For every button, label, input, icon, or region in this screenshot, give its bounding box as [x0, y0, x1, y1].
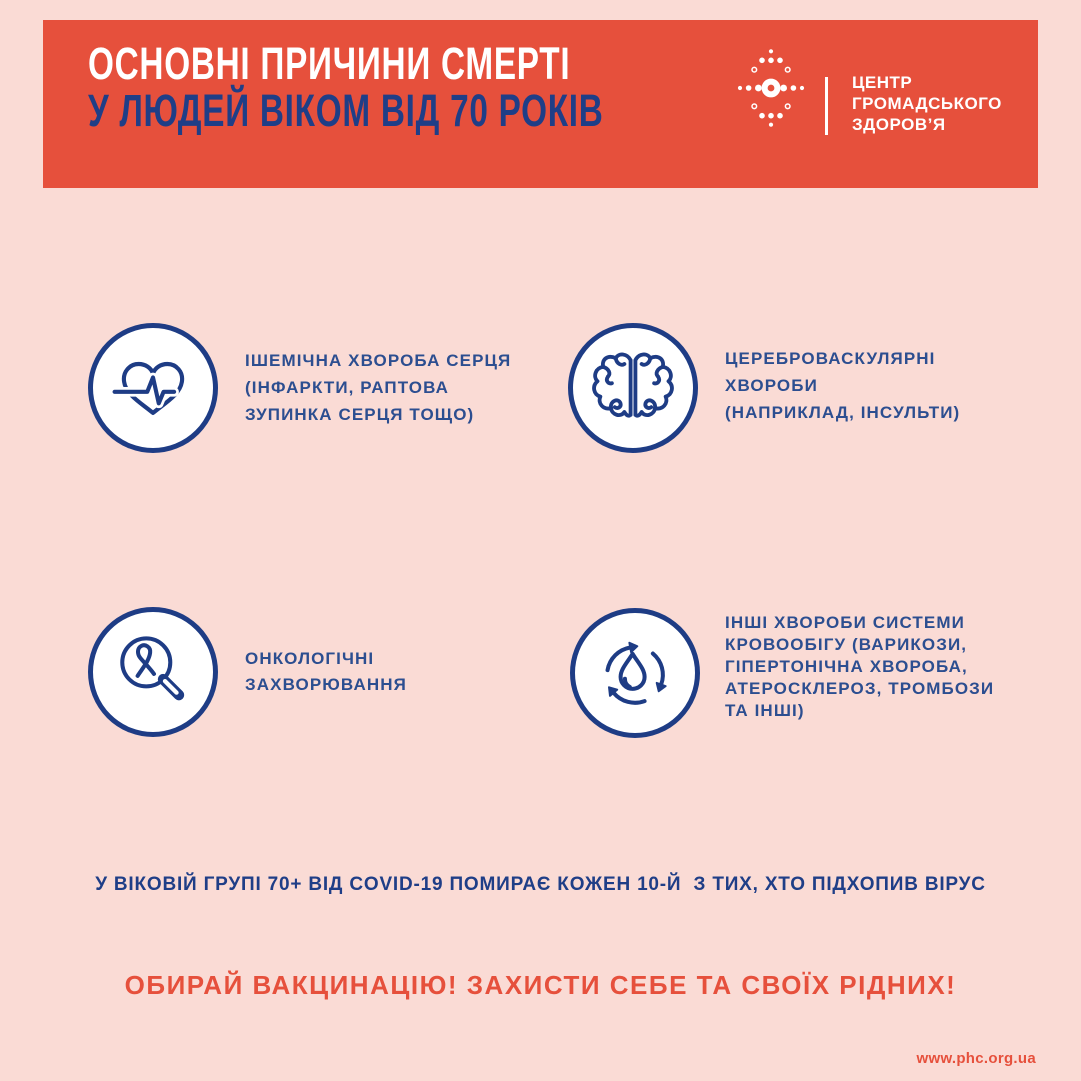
cause-icon-circle-circulation: [570, 608, 700, 738]
cause-label-heart: ІШЕМІЧНА ХВОРОБА СЕРЦЯ (ІНФАРКТИ, РАПТОВ…: [245, 351, 512, 424]
blood-drop-circulation-icon: [587, 625, 683, 721]
page-title: ОСНОВНІ ПРИЧИНИ СМЕРТІ У ЛЮДЕЙ ВІКОМ ВІД…: [88, 40, 604, 134]
logo-divider: [825, 77, 828, 135]
cta-text: ОБИРАЙ ВАКЦИНАЦІЮ! ЗАХИСТИ СЕБЕ ТА СВОЇХ…: [124, 970, 957, 1000]
page-title-line-2: У ЛЮДЕЙ ВІКОМ ВІД 70 РОКІВ: [88, 85, 604, 136]
oncology-magnifier-ribbon-icon: [105, 624, 201, 720]
cause-icon-circle-brain: [568, 323, 698, 453]
logo-text-line-2: ГРОМАДСЬКОГО: [852, 94, 1002, 113]
covid-statement: У ВІКОВІЙ ГРУПІ 70+ ВІД COVID-19 ПОМИРАЄ…: [95, 874, 986, 895]
logo-text-line-1: ЦЕНТР: [852, 73, 913, 92]
header-band: ОСНОВНІ ПРИЧИНИ СМЕРТІ У ЛЮДЕЙ ВІКОМ ВІД…: [43, 20, 1038, 188]
cause-label-circulation: ІНШІ ХВОРОБИ СИСТЕМИ КРОВООБІГУ (ВАРИКОЗ…: [725, 613, 995, 720]
logo-text: ЦЕНТР ГРОМАДСЬКОГО ЗДОРОВ’Я: [852, 72, 1002, 135]
brain-icon: [585, 340, 681, 436]
logo-text-line-3: ЗДОРОВ’Я: [852, 115, 946, 134]
page-title-line-1: ОСНОВНІ ПРИЧИНИ СМЕРТІ: [88, 38, 571, 89]
heart-pulse-icon: [105, 340, 201, 436]
website-url: www.phc.org.ua: [916, 1050, 1036, 1067]
cause-icon-circle-heart: [88, 323, 218, 453]
cause-label-oncology: ОНКОЛОГІЧНІ ЗАХВОРЮВАННЯ: [245, 649, 407, 694]
cause-icon-circle-oncology: [88, 607, 218, 737]
cause-label-cerebrovascular: ЦЕРЕБРОВАСКУЛЯРНІ ХВОРОБИ (НАПРИКЛАД, ІН…: [725, 349, 961, 422]
phc-logo-dots-icon: [730, 47, 812, 129]
